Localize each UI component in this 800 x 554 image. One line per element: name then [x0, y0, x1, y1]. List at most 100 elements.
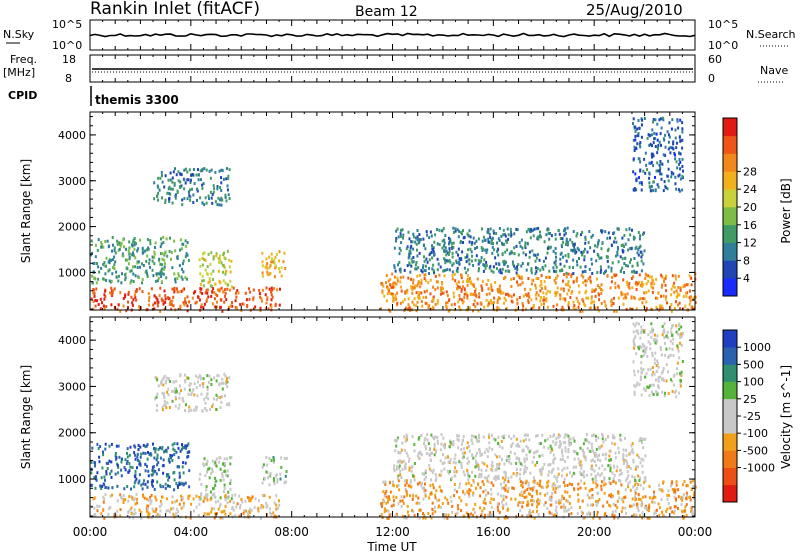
- data-cell: [580, 466, 583, 470]
- data-cell: [97, 277, 100, 281]
- data-cell: [226, 457, 229, 461]
- data-cell: [544, 501, 547, 505]
- data-cell: [156, 463, 159, 467]
- data-cell: [579, 265, 582, 269]
- data-cell: [527, 262, 530, 266]
- data-cell: [618, 479, 620, 482]
- data-cell: [596, 306, 599, 310]
- data-cell: [630, 449, 633, 453]
- data-cell: [221, 516, 224, 520]
- data-cell: [632, 485, 635, 489]
- data-cell: [564, 449, 567, 453]
- data-cell: [645, 291, 648, 294]
- data-cell: [657, 169, 660, 173]
- data-cell: [124, 273, 127, 277]
- data-cell: [598, 256, 601, 260]
- data-cell: [546, 251, 549, 255]
- data-cell: [487, 474, 490, 478]
- data-cell: [643, 157, 646, 161]
- data-cell: [206, 265, 209, 269]
- data-cell: [586, 493, 589, 497]
- data-cell: [548, 496, 551, 500]
- data-cell: [567, 508, 570, 512]
- data-cell: [636, 251, 639, 255]
- data-cell: [559, 501, 562, 505]
- data-cell: [553, 433, 555, 437]
- data-cell: [583, 255, 586, 259]
- data-cell: [523, 468, 526, 472]
- data-cell: [612, 480, 615, 483]
- data-cell: [211, 405, 214, 409]
- data-cell: [462, 285, 464, 289]
- data-cell: [475, 486, 477, 490]
- data-cell: [172, 512, 175, 516]
- data-cell: [524, 253, 527, 257]
- data-cell: [462, 241, 464, 244]
- data-cell: [413, 297, 416, 301]
- data-cell: [228, 197, 231, 200]
- data-cell: [266, 504, 269, 508]
- data-cell: [634, 138, 637, 142]
- data-cell: [559, 458, 562, 462]
- data-cell: [655, 364, 658, 367]
- data-cell: [209, 490, 212, 494]
- data-cell: [219, 502, 222, 506]
- data-cell: [270, 512, 273, 516]
- data-cell: [447, 513, 450, 517]
- data-cell: [681, 146, 684, 150]
- data-cell: [192, 168, 195, 171]
- data-cell: [639, 284, 642, 287]
- data-cell: [413, 478, 416, 482]
- data-cell: [175, 499, 178, 503]
- data-cell: [483, 497, 486, 501]
- data-cell: [488, 435, 491, 439]
- data-cell: [581, 499, 584, 503]
- data-cell: [115, 270, 118, 274]
- data-cell: [252, 298, 255, 302]
- data-cell: [668, 140, 670, 144]
- data-cell: [274, 264, 277, 268]
- data-cell: [468, 279, 471, 283]
- data-cell: [678, 356, 681, 360]
- data-cell: [611, 441, 613, 445]
- data-cell: [457, 286, 460, 290]
- data-cell: [424, 279, 427, 283]
- data-cell: [177, 274, 180, 278]
- data-cell: [627, 248, 630, 252]
- data-cell: [678, 327, 681, 331]
- data-cell: [486, 479, 489, 483]
- data-cell: [643, 249, 646, 253]
- data-cell: [205, 485, 208, 489]
- data-cell: [261, 299, 264, 303]
- data-cell: [487, 237, 490, 241]
- data-cell: [184, 255, 187, 259]
- data-cell: [652, 370, 655, 374]
- data-cell: [665, 347, 668, 351]
- data-cell: [249, 290, 252, 294]
- data-cell: [536, 503, 539, 507]
- data-cell: [526, 293, 529, 297]
- data-cell: [633, 390, 636, 394]
- data-cell: [604, 453, 607, 457]
- data-cell: [647, 289, 650, 293]
- data-cell: [602, 504, 605, 508]
- data-cell: [207, 194, 210, 198]
- power-ylabel: Slant Range [km]: [19, 159, 33, 263]
- data-cell: [564, 490, 567, 494]
- data-cell: [417, 241, 420, 245]
- data-cell: [490, 299, 492, 303]
- colorbar-segment: [723, 381, 737, 400]
- data-cell: [429, 492, 432, 496]
- data-cell: [194, 290, 197, 294]
- data-cell: [562, 480, 565, 484]
- data-cell: [219, 305, 222, 309]
- data-cell: [496, 249, 499, 253]
- data-cell: [158, 188, 161, 192]
- data-cell: [206, 512, 209, 516]
- data-cell: [647, 340, 650, 344]
- data-cell: [149, 242, 152, 246]
- data-cell: [251, 495, 254, 499]
- data-cell: [456, 490, 458, 494]
- data-cell: [487, 278, 490, 282]
